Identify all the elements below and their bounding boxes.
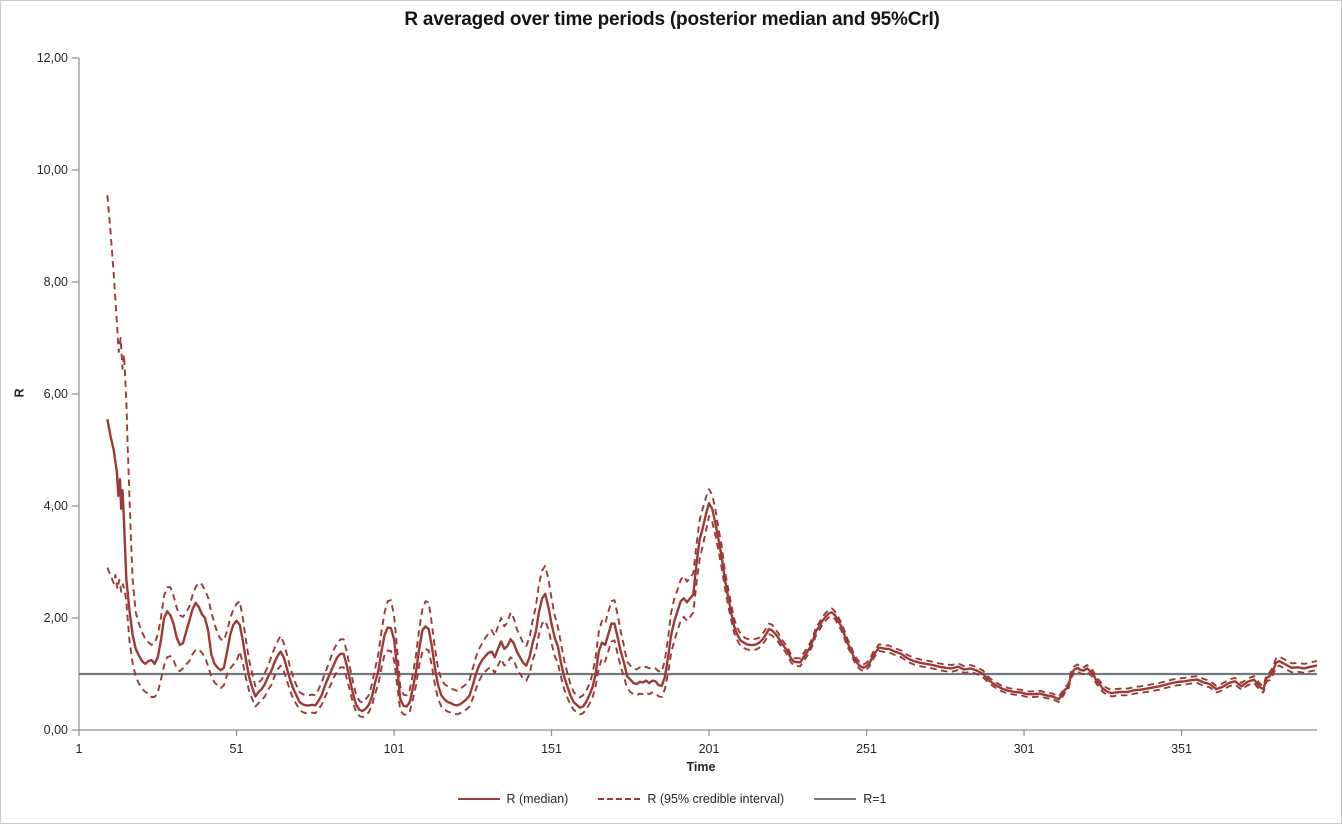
legend: R (median) R (95% credible interval) R=1 <box>1 792 1341 806</box>
x-axis-title: Time <box>686 760 716 774</box>
x-tick-label: 351 <box>1171 742 1192 756</box>
x-tick-label: 251 <box>856 742 877 756</box>
x-tick-label: 101 <box>384 742 405 756</box>
y-tick-label: 12,00 <box>37 51 68 65</box>
y-axis-title: R <box>12 388 27 398</box>
y-tick-label: 10,00 <box>37 163 68 177</box>
x-tick-label: 151 <box>541 742 562 756</box>
y-tick-label: 4,00 <box>44 499 68 513</box>
y-tick-label: 8,00 <box>44 275 68 289</box>
x-tick-label: 201 <box>699 742 720 756</box>
credible-interval-line-swatch-icon <box>598 798 641 800</box>
series-line-2 <box>106 195 1318 704</box>
legend-label-credible-interval: R (95% credible interval) <box>647 792 785 806</box>
legend-item-credible-interval: R (95% credible interval) <box>598 792 784 806</box>
chart-title: R averaged over time periods (posterior … <box>404 9 940 30</box>
x-tick-label: 1 <box>76 742 83 756</box>
reference-line-swatch-icon <box>814 798 857 800</box>
legend-item-median: R (median) <box>457 792 569 806</box>
y-tick-label: 0,00 <box>44 723 68 737</box>
x-tick-label: 301 <box>1014 742 1035 756</box>
legend-label-median: R (median) <box>506 792 569 806</box>
median-line-swatch-icon <box>457 798 500 800</box>
legend-label-r-equals-1: R=1 <box>863 792 887 806</box>
series-line-0 <box>106 418 1318 713</box>
y-tick-label: 2,00 <box>44 611 68 625</box>
legend-item-r-equals-1: R=1 <box>814 792 886 806</box>
series-line-1 <box>106 515 1318 719</box>
x-tick-label: 51 <box>230 742 244 756</box>
y-tick-label: 6,00 <box>44 387 68 401</box>
